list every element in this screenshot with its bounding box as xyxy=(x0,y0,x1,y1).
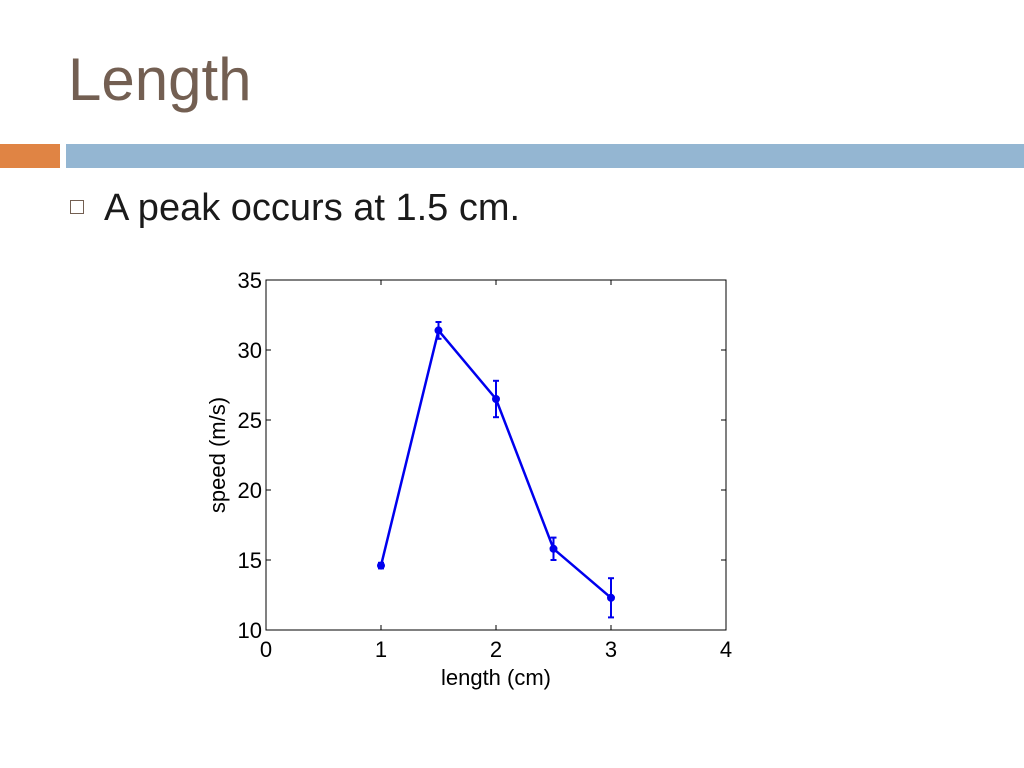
plot-frame xyxy=(265,279,727,631)
y-axis-label: speed (m/s) xyxy=(205,397,230,513)
accent-bar-orange xyxy=(0,144,60,168)
data-point xyxy=(549,544,558,553)
y-tick-label: 30 xyxy=(238,338,262,363)
slide-title: Length xyxy=(68,46,252,113)
bullet-text: A peak occurs at 1.5 cm. xyxy=(104,187,521,229)
x-tick-label: 4 xyxy=(720,637,732,662)
y-tick-label: 25 xyxy=(238,408,262,433)
y-tick-label: 15 xyxy=(238,548,262,573)
x-axis-label: length (cm) xyxy=(441,665,551,690)
data-point xyxy=(434,326,443,335)
x-tick-label: 3 xyxy=(605,637,617,662)
x-tick-label: 0 xyxy=(260,637,272,662)
data-point xyxy=(377,561,385,570)
y-tick-label: 20 xyxy=(238,478,262,503)
data-point xyxy=(607,593,615,602)
x-tick-label: 1 xyxy=(375,637,387,662)
x-tick-label: 2 xyxy=(490,637,502,662)
data-point xyxy=(492,395,500,403)
y-tick-label: 35 xyxy=(238,268,262,293)
accent-bar-blue xyxy=(66,144,1024,168)
square-bullet-icon xyxy=(70,200,84,214)
y-tick-label: 10 xyxy=(238,618,262,643)
